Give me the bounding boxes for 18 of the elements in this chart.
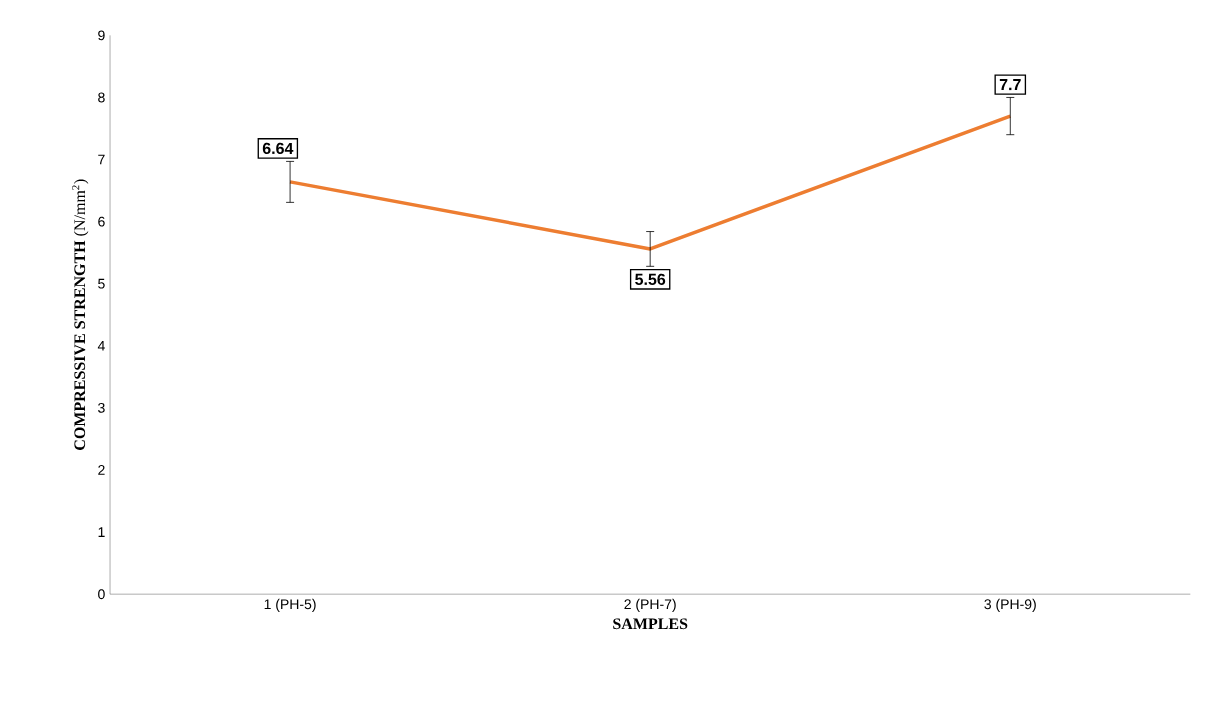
x-tick-label: 3 (PH-9) xyxy=(984,598,1036,612)
x-axis-title: SAMPLES xyxy=(613,618,688,630)
x-tick-label: 2 (PH-7) xyxy=(624,598,676,612)
data-label: 6.64 xyxy=(262,142,294,154)
y-tick-label: 2 xyxy=(98,465,105,475)
y-tick-label: 8 xyxy=(98,92,105,103)
y-tick-label: 7 xyxy=(98,154,105,165)
data-label: 5.56 xyxy=(635,273,666,285)
y-tick-label: 6 xyxy=(98,216,105,227)
y-tick-label: 9 xyxy=(98,30,105,41)
y-axis-title: COMPRESSIVE STRENGTH (N/mm$^{2}$) xyxy=(72,179,89,450)
y-tick-label: 0 xyxy=(98,589,105,600)
x-tick-label: 1 (PH-5) xyxy=(264,598,316,612)
y-tick-label: 4 xyxy=(97,340,105,351)
y-tick-label: 3 xyxy=(98,402,105,413)
y-tick-label: 1 xyxy=(98,527,105,537)
y-tick-label: 5 xyxy=(98,278,105,289)
data-label: 7.7 xyxy=(999,79,1021,91)
